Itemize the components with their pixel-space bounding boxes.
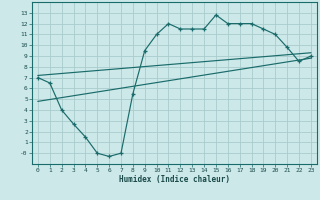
X-axis label: Humidex (Indice chaleur): Humidex (Indice chaleur) — [119, 175, 230, 184]
